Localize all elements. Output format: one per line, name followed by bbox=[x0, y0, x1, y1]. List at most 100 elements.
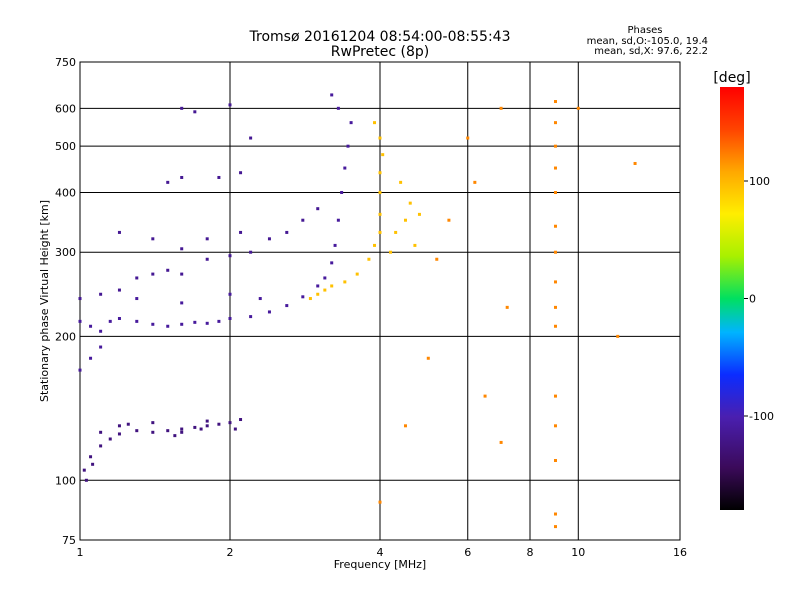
y-tick-label: 75 bbox=[62, 534, 76, 547]
data-point bbox=[323, 276, 327, 280]
y-axis-label: Stationary phase Virtual Height [km] bbox=[38, 200, 51, 402]
data-point bbox=[199, 427, 203, 431]
data-point bbox=[553, 525, 557, 529]
data-point bbox=[553, 166, 557, 170]
data-point bbox=[553, 280, 557, 284]
data-point bbox=[193, 425, 197, 429]
data-point bbox=[228, 316, 232, 320]
x-tick-label: 4 bbox=[377, 546, 384, 559]
data-point bbox=[316, 292, 320, 296]
data-point bbox=[267, 237, 271, 241]
y-tick-label: 400 bbox=[55, 186, 76, 199]
x-tick-label: 10 bbox=[571, 546, 585, 559]
data-point bbox=[343, 166, 347, 170]
data-point bbox=[78, 297, 82, 301]
data-point bbox=[89, 356, 93, 360]
data-point bbox=[151, 430, 155, 434]
data-point bbox=[249, 250, 253, 254]
x-tick-label: 1 bbox=[77, 546, 84, 559]
data-point bbox=[378, 212, 382, 216]
data-point bbox=[499, 106, 503, 110]
grid-lines bbox=[80, 62, 680, 540]
data-point bbox=[135, 429, 139, 433]
data-point bbox=[180, 301, 184, 305]
data-point bbox=[205, 321, 209, 325]
y-tick-label: 300 bbox=[55, 246, 76, 259]
data-point bbox=[333, 243, 337, 247]
data-point bbox=[258, 297, 262, 301]
data-point bbox=[435, 257, 439, 261]
data-point bbox=[117, 424, 121, 428]
data-point bbox=[180, 427, 184, 431]
data-point bbox=[553, 100, 557, 104]
data-point bbox=[135, 319, 139, 323]
data-point bbox=[466, 136, 470, 140]
data-point bbox=[82, 468, 86, 472]
data-point bbox=[301, 218, 305, 222]
data-point bbox=[553, 224, 557, 228]
data-point bbox=[78, 319, 82, 323]
data-point bbox=[505, 305, 509, 309]
data-point bbox=[343, 280, 347, 284]
data-point bbox=[316, 207, 320, 211]
colorbar-tick-label: -100 bbox=[749, 410, 774, 423]
data-point bbox=[576, 106, 580, 110]
data-point bbox=[553, 324, 557, 328]
x-axis-label: Frequency [MHz] bbox=[334, 558, 426, 571]
legend-title: Phases bbox=[627, 25, 662, 36]
data-point bbox=[301, 295, 305, 299]
data-point bbox=[91, 462, 95, 466]
data-point bbox=[217, 422, 221, 426]
data-point bbox=[367, 257, 371, 261]
data-point bbox=[166, 324, 170, 328]
data-point bbox=[217, 319, 221, 323]
data-point bbox=[205, 424, 209, 428]
legend-line-x: mean, sd,X: 97.6, 22.2 bbox=[594, 46, 708, 57]
data-point bbox=[239, 230, 243, 234]
x-axis-ticks: 1 2 4 6 8 10 16 bbox=[77, 546, 688, 559]
data-point bbox=[228, 292, 232, 296]
data-point bbox=[285, 304, 289, 308]
data-point bbox=[403, 424, 407, 428]
data-point bbox=[417, 212, 421, 216]
data-point bbox=[205, 419, 209, 423]
data-point bbox=[193, 110, 197, 114]
data-point bbox=[99, 430, 103, 434]
data-point bbox=[166, 268, 170, 272]
data-point bbox=[553, 305, 557, 309]
data-point bbox=[408, 201, 412, 205]
data-point bbox=[228, 254, 232, 258]
data-point bbox=[180, 322, 184, 326]
data-point bbox=[399, 180, 403, 184]
data-point bbox=[553, 424, 557, 428]
y-axis-ticks: 75 100 200 300 400 500 600 750 bbox=[55, 56, 76, 547]
data-point bbox=[378, 230, 382, 234]
data-point bbox=[180, 106, 184, 110]
data-point bbox=[99, 329, 103, 333]
data-point bbox=[553, 512, 557, 516]
data-point bbox=[447, 218, 451, 222]
data-point bbox=[180, 175, 184, 179]
data-point bbox=[205, 237, 209, 241]
data-point bbox=[239, 171, 243, 175]
data-point bbox=[308, 297, 312, 301]
data-point bbox=[108, 437, 112, 441]
data-point bbox=[151, 237, 155, 241]
data-point bbox=[346, 144, 350, 148]
data-point bbox=[228, 103, 232, 107]
data-point bbox=[330, 93, 334, 97]
data-point bbox=[180, 272, 184, 276]
data-point bbox=[228, 421, 232, 425]
data-point bbox=[378, 136, 382, 140]
data-point bbox=[336, 106, 340, 110]
y-tick-label: 100 bbox=[55, 474, 76, 487]
data-point bbox=[166, 429, 170, 433]
data-point bbox=[389, 250, 393, 254]
data-point bbox=[373, 121, 377, 125]
data-point bbox=[233, 427, 237, 431]
chart-title: Tromsø 20161204 08:54:00-08:55:43 bbox=[249, 29, 511, 45]
data-point bbox=[217, 175, 221, 179]
data-point bbox=[99, 345, 103, 349]
data-point bbox=[267, 310, 271, 314]
data-point bbox=[166, 180, 170, 184]
